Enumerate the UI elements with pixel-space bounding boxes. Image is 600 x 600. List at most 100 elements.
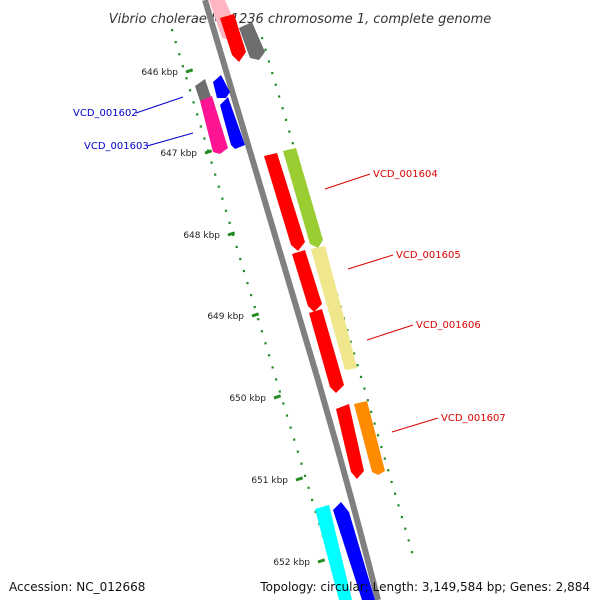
inner-dot: [235, 245, 238, 248]
outer-dot: [288, 130, 291, 133]
inner-dot: [199, 125, 202, 128]
tick-mark: [185, 68, 194, 74]
inner-dot: [314, 510, 317, 513]
outer-dot: [370, 410, 373, 413]
gene-label: VCD_001603: [84, 141, 149, 152]
inner-dot: [246, 282, 249, 285]
inner-dot: [264, 342, 267, 345]
inner-dot: [181, 65, 184, 68]
gene-label: VCD_001602: [73, 108, 138, 119]
inner-dot: [174, 41, 177, 44]
gene-gray-arrow-top: [239, 22, 265, 60]
outer-dot: [400, 516, 403, 519]
gene-blue-arrow-small: [213, 75, 230, 98]
tick-label: 652 kbp: [273, 558, 310, 568]
outer-dot: [267, 60, 270, 63]
inner-dot: [260, 330, 263, 333]
outer-dot: [363, 387, 366, 390]
outer-dot: [281, 107, 284, 110]
inner-dot: [296, 450, 299, 453]
genome-stats: Topology: circular; Length: 3,149,584 bp…: [260, 580, 590, 594]
tick-label: 648 kbp: [183, 231, 220, 241]
tick-label: 646 kbp: [141, 68, 178, 78]
tick-mark: [317, 558, 326, 564]
tick-label: 649 kbp: [207, 312, 244, 322]
outer-dot: [264, 48, 267, 51]
tick-mark: [295, 476, 304, 482]
map-title: Vibrio cholerae MJ-1236 chromosome 1, co…: [109, 12, 491, 27]
inner-dot: [217, 185, 220, 188]
inner-dot: [178, 53, 181, 56]
tick-label: 650 kbp: [229, 394, 266, 404]
tick-mark: [251, 312, 260, 318]
outer-dot: [261, 37, 264, 40]
gene-leader-line: [135, 96, 184, 114]
gene-cyan-arrow-bottom: [315, 505, 352, 600]
inner-dot: [257, 318, 260, 321]
inner-dot: [192, 101, 195, 104]
outer-dot: [387, 469, 390, 472]
inner-dot: [311, 498, 314, 501]
inner-dot: [242, 269, 245, 273]
outer-dot: [291, 142, 294, 145]
outer-dot: [411, 551, 414, 554]
outer-dot: [271, 72, 274, 75]
gene-khaki-arrow-vcd001605: [311, 246, 357, 370]
gene-lime-arrow-vcd001604: [283, 148, 323, 248]
inner-dot: [278, 390, 281, 393]
chromosome-backbone: [202, 0, 381, 600]
tick-label: 651 kbp: [251, 476, 288, 486]
gene-label: VCD_001605: [396, 250, 461, 261]
gene-orange-arrow-vcd001607: [354, 401, 385, 475]
inner-dot: [282, 402, 285, 405]
tick-label: 647 kbp: [160, 149, 197, 159]
outer-dot: [404, 527, 407, 530]
gene-leader-line: [366, 324, 414, 341]
gene-leader-line: [324, 173, 371, 190]
outer-dot: [356, 364, 359, 367]
gene-pink-arrow-vcd001603: [200, 96, 228, 154]
inner-dot: [253, 306, 256, 309]
gene-leader-line: [391, 417, 439, 433]
outer-dot: [383, 457, 386, 460]
inner-dot: [239, 257, 242, 261]
tick-mark: [204, 149, 213, 155]
gene-red-arrow-vcd001605: [292, 250, 322, 312]
inner-dot: [214, 173, 217, 176]
kbp-ticks: 646 kbp 647 kbp 648 kbp 649 kbp 650 kbp 651 k…: [141, 68, 326, 568]
outer-dot: [274, 83, 277, 86]
inner-dot: [268, 354, 271, 357]
inner-dot: [289, 426, 292, 429]
outer-dot: [353, 352, 356, 355]
gene-label: VCD_001604: [373, 169, 438, 180]
gene-red-arrow-vcd001606: [309, 309, 344, 393]
gene-red-arrow-vcd001607: [336, 404, 364, 479]
tick-mark: [273, 394, 282, 400]
outer-dot: [376, 434, 380, 437]
outer-dot: [394, 492, 397, 495]
gene-blue-arrow-vcd001603: [220, 97, 245, 149]
inner-dot: [196, 113, 199, 116]
inner-dot: [275, 378, 278, 381]
gene-blue-arrow-bottom: [333, 502, 375, 600]
accession-label: Accession: NC_012668: [9, 580, 146, 594]
gene-features: [195, 0, 385, 600]
inner-dot: [303, 474, 307, 477]
gene-leader-line: [347, 254, 394, 270]
gene-label: VCD_001607: [441, 413, 506, 424]
inner-dot: [300, 462, 303, 465]
inner-dot: [293, 438, 296, 441]
inner-dot: [285, 414, 289, 417]
outer-dot: [373, 422, 376, 425]
gene-red-arrow-top: [220, 14, 246, 62]
outer-dot: [390, 480, 393, 484]
gene-red-arrow-vcd001604: [264, 153, 305, 251]
gene-label: VCD_001606: [416, 320, 481, 331]
gene-gray-arrow-vcd001602: [195, 79, 212, 103]
outer-dot: [284, 118, 288, 121]
inner-dot: [307, 486, 310, 489]
inner-dot: [250, 294, 253, 297]
outer-dot: [349, 340, 352, 343]
inner-dot: [271, 366, 274, 369]
